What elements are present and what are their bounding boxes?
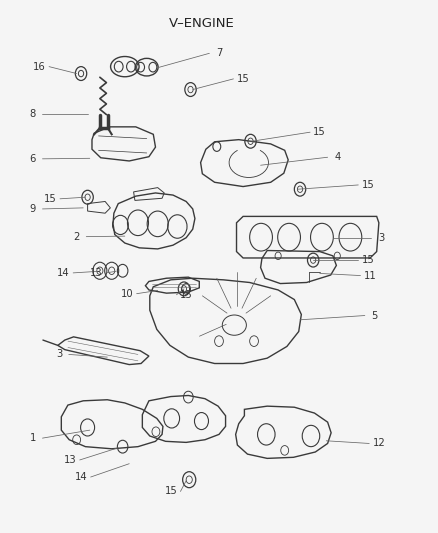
Text: 3: 3	[56, 350, 62, 359]
Text: 10: 10	[121, 289, 133, 298]
Text: 15: 15	[361, 180, 374, 190]
Text: 4: 4	[334, 152, 340, 162]
Text: 11: 11	[364, 271, 377, 280]
Text: 15: 15	[164, 487, 177, 496]
Text: 1: 1	[30, 433, 36, 443]
Text: 5: 5	[371, 311, 378, 320]
Text: 12: 12	[372, 439, 385, 448]
Text: 3: 3	[378, 233, 384, 243]
Text: 15: 15	[313, 127, 326, 137]
Text: 8: 8	[30, 109, 36, 118]
Text: 13: 13	[90, 268, 102, 278]
Text: 14: 14	[75, 472, 87, 482]
Text: 2: 2	[74, 232, 80, 241]
Text: 15: 15	[180, 290, 193, 300]
Text: V–ENGINE: V–ENGINE	[169, 17, 234, 30]
Text: 6: 6	[30, 154, 36, 164]
Text: 15: 15	[361, 255, 374, 265]
Text: 16: 16	[33, 62, 46, 71]
Text: 7: 7	[216, 49, 222, 58]
Text: 13: 13	[64, 455, 76, 465]
Text: 15: 15	[44, 194, 57, 204]
Text: 9: 9	[30, 204, 36, 214]
Text: 15: 15	[237, 74, 250, 84]
Text: 14: 14	[57, 268, 70, 278]
